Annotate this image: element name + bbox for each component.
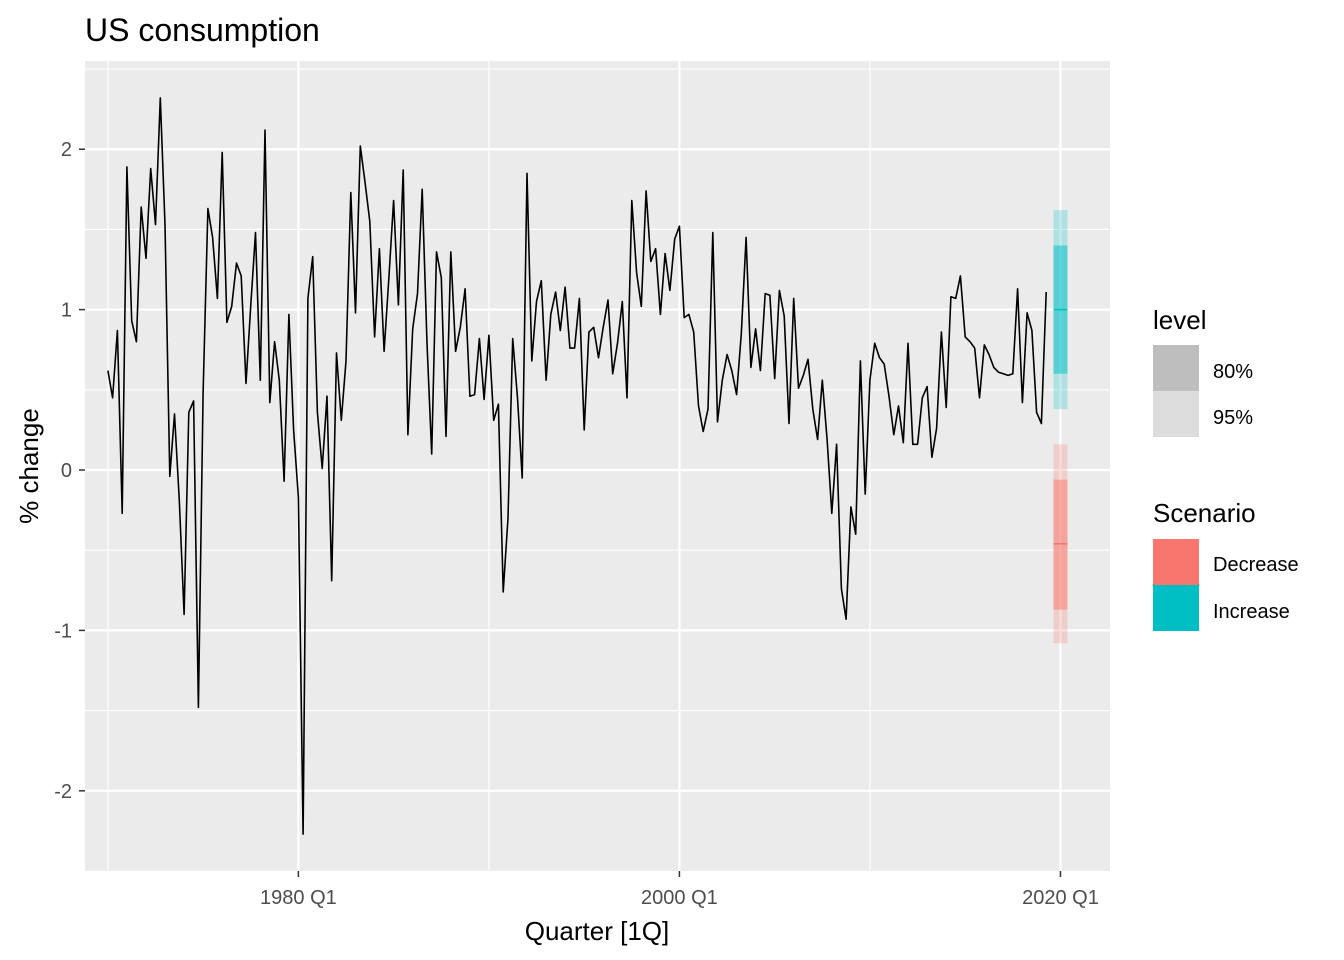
y-tick-label: 0: [61, 460, 72, 482]
legend-scenario: Scenario Decrease Increase: [1153, 498, 1299, 631]
legend-scenario-title: Scenario: [1153, 498, 1256, 528]
y-tick-label: 1: [61, 300, 72, 322]
x-tick-label: 2000 Q1: [641, 887, 718, 909]
x-axis: 1980 Q1 2000 Q1 2020 Q1: [260, 871, 1099, 909]
legend-swatch-95: [1153, 391, 1199, 437]
x-tick-label: 2020 Q1: [1022, 887, 1099, 909]
forecast-bands: [1053, 210, 1068, 644]
x-axis-title: Quarter [1Q]: [525, 916, 670, 946]
legend-swatch-increase: [1153, 585, 1199, 631]
chart-title: US consumption: [85, 12, 320, 48]
legend-level-label-95: 95%: [1213, 407, 1253, 429]
y-tick-label: -2: [54, 781, 72, 803]
grid-major: [85, 61, 1110, 871]
grid-minor: [85, 61, 1110, 871]
x-tick-label: 1980 Q1: [260, 887, 337, 909]
y-axis: -2 -1 0 1 2: [54, 139, 85, 803]
y-axis-title: % change: [14, 408, 44, 524]
legend-scenario-label-decrease: Decrease: [1213, 554, 1299, 576]
legend-level-label-80: 80%: [1213, 361, 1253, 383]
forecast-decrease-80: [1053, 479, 1068, 610]
history-line: [107, 97, 1047, 835]
legend-level-title: level: [1153, 305, 1206, 335]
legend-level: level 80% 95%: [1153, 305, 1253, 437]
legend-scenario-label-increase: Increase: [1213, 601, 1290, 623]
legend-swatch-80: [1153, 345, 1199, 391]
plot-panel: [85, 61, 1110, 871]
y-tick-label: -1: [54, 620, 72, 642]
legend-swatch-decrease: [1153, 539, 1199, 585]
y-tick-label: 2: [61, 139, 72, 161]
